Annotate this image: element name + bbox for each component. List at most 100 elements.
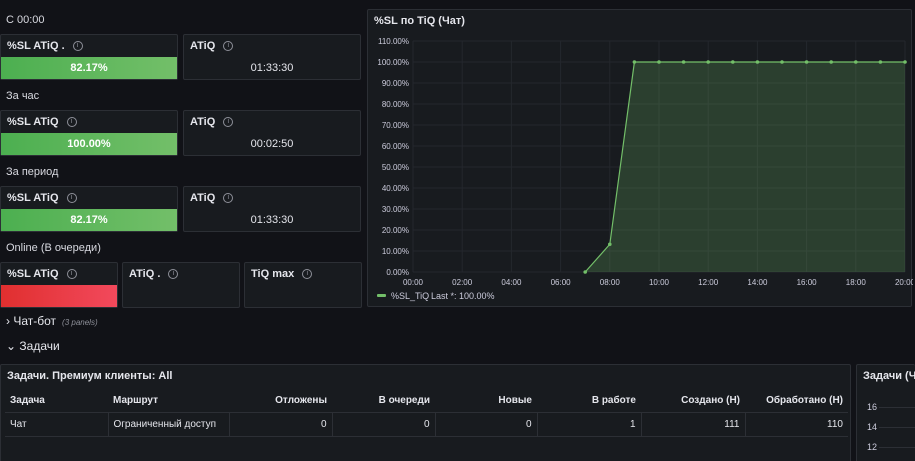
chevron-down-icon: ⌄ [6, 339, 17, 353]
column-header[interactable]: Создано (Н) [641, 390, 745, 413]
y-tick-label: 20.00% [382, 226, 409, 235]
row-tasks-toggle[interactable]: ⌄ Задачи [6, 339, 60, 353]
table-panel-tasks[interactable]: Задачи. Премиум клиенты: All Задача Марш… [0, 364, 851, 461]
x-tick-label: 08:00 [600, 278, 621, 287]
legend-swatch [377, 294, 386, 297]
section-title-per-period: За период [6, 166, 59, 178]
y-tick-label: 40.00% [382, 184, 409, 193]
x-tick-label: 02:00 [452, 278, 473, 287]
sl-tiq-chart: 0.00% 10.00% 20.00% 30.00% 40.00% 50.00% 60.00… [377, 37, 913, 301]
atiq-value: 00:02:50 [250, 138, 294, 150]
data-point [681, 60, 686, 64]
y-tick-label: 0.00% [386, 268, 409, 277]
data-point [903, 60, 907, 64]
stat-panel-atiq-hour[interactable]: ATiQ i 00:02:50 [183, 110, 361, 156]
stat-panel-atiq-midnight[interactable]: ATiQ i 01:33:30 [183, 34, 361, 80]
table-cell: 110 [745, 412, 848, 437]
data-point [780, 60, 784, 64]
sl-value-bar: 82.17% [1, 209, 177, 231]
x-tick-label: 10:00 [649, 278, 670, 287]
info-icon[interactable]: i [223, 41, 234, 52]
x-tick-label: 20:00 [895, 278, 913, 287]
data-point [706, 60, 710, 64]
row-chatbot-label: Чат-бот [13, 314, 57, 328]
stat-panel-sl-online[interactable]: %SL ATiQ i [0, 262, 118, 308]
section-title-since-midnight: С 00:00 [6, 14, 45, 26]
y-tick-label: 12 [867, 442, 878, 452]
x-tick-label: 18:00 [846, 278, 867, 287]
stat-panel-sl-midnight[interactable]: %SL ATiQ . i 82.17% [0, 34, 178, 80]
atiq-value: 01:33:30 [250, 62, 294, 74]
info-icon[interactable]: i [66, 117, 77, 128]
panel-title: %SL ATiQ [7, 116, 59, 128]
y-tick-label: 60.00% [382, 142, 409, 151]
y-tick-label: 100.00% [377, 58, 409, 67]
atiq-value: 01:33:30 [250, 214, 294, 226]
data-point [829, 60, 833, 64]
y-tick-label: 70.00% [382, 121, 409, 130]
info-icon[interactable]: i [66, 269, 77, 280]
info-icon[interactable]: i [223, 117, 234, 128]
stat-panel-tiqmax-online[interactable]: TiQ max i [244, 262, 362, 308]
x-tick-label: 14:00 [747, 278, 768, 287]
table-cell: 1 [537, 412, 642, 437]
x-tick-label: 12:00 [698, 278, 719, 287]
legend-last-value: Last *: 100.00% [431, 291, 495, 301]
y-tick-label: 50.00% [382, 163, 409, 172]
data-point [608, 242, 612, 247]
y-tick-label: 110.00% [378, 37, 409, 46]
column-header[interactable]: Новые [435, 390, 537, 413]
stat-panel-atiq-period[interactable]: ATiQ i 01:33:30 [183, 186, 361, 232]
partial-panel-title: Задачи (Ча [863, 370, 915, 382]
chevron-right-icon: › [6, 314, 10, 328]
data-point [731, 60, 735, 64]
column-header[interactable]: Отложены [229, 390, 332, 413]
data-point [804, 60, 809, 64]
x-tick-label: 06:00 [551, 278, 572, 287]
x-axis-ticks: 00:00 02:00 04:00 06:00 08:00 10:00 12:00 14:00… [403, 278, 913, 287]
column-header[interactable]: Задача [5, 390, 108, 413]
graph-panel-sl-tiq[interactable]: %SL по TiQ (Чат) 0.00% 10.00% 20.00% 30.00%… [367, 9, 913, 307]
y-tick-label: 10.00% [382, 247, 409, 256]
stat-panel-sl-period[interactable]: %SL ATiQ i 82.17% [0, 186, 178, 232]
graph-title: %SL по TiQ (Чат) [374, 15, 465, 27]
y-tick-label: 16 [867, 402, 878, 412]
data-point [755, 60, 760, 64]
column-header[interactable]: В работе [537, 390, 641, 413]
grid-line [879, 447, 915, 448]
column-header[interactable]: Маршрут [108, 390, 229, 413]
table-cell: 0 [229, 412, 333, 437]
panel-title: ATiQ . [129, 268, 161, 280]
stat-panel-sl-hour[interactable]: %SL ATiQ i 100.00% [0, 110, 178, 156]
row-tasks-label: Задачи [19, 339, 60, 353]
info-icon[interactable]: i [168, 269, 179, 280]
row-chatbot-toggle[interactable]: › Чат-бот (3 panels) [6, 314, 98, 328]
y-tick-label: 30.00% [382, 205, 409, 214]
grid-line [879, 407, 915, 408]
info-icon[interactable]: i [66, 193, 77, 204]
y-tick-label: 80.00% [382, 100, 409, 109]
data-point [632, 60, 637, 64]
stat-panel-atiq-online[interactable]: ATiQ . i [122, 262, 240, 308]
grid-line [879, 427, 915, 428]
panel-title: %SL ATiQ . [7, 40, 65, 52]
table-cell: 0 [332, 412, 436, 437]
graph-panel-tasks-partial[interactable]: Задачи (Ча 16 14 12 [856, 364, 915, 461]
x-tick-label: 00:00 [403, 278, 424, 287]
table-cell: Ограниченный доступ [108, 412, 230, 437]
y-axis-ticks: 0.00% 10.00% 20.00% 30.00% 40.00% 50.00% 60.00… [377, 37, 409, 277]
info-icon[interactable]: i [72, 41, 83, 52]
panel-title: %SL ATiQ [7, 268, 59, 280]
section-title-per-hour: За час [6, 90, 40, 102]
sl-value-bar [1, 285, 117, 307]
column-header[interactable]: Обработано (Н) [745, 390, 848, 413]
panel-title: TiQ max [251, 268, 295, 280]
table-title: Задачи. Премиум клиенты: All [7, 370, 173, 382]
info-icon[interactable]: i [223, 193, 234, 204]
data-point [657, 60, 661, 64]
sl-value-bar: 100.00% [1, 133, 177, 155]
info-icon[interactable]: i [302, 269, 313, 280]
column-header[interactable]: В очереди [332, 390, 435, 413]
panel-title: %SL ATiQ [7, 192, 59, 204]
table-row: Чат Ограниченный доступ 0 0 0 1 111 110 [5, 412, 848, 437]
